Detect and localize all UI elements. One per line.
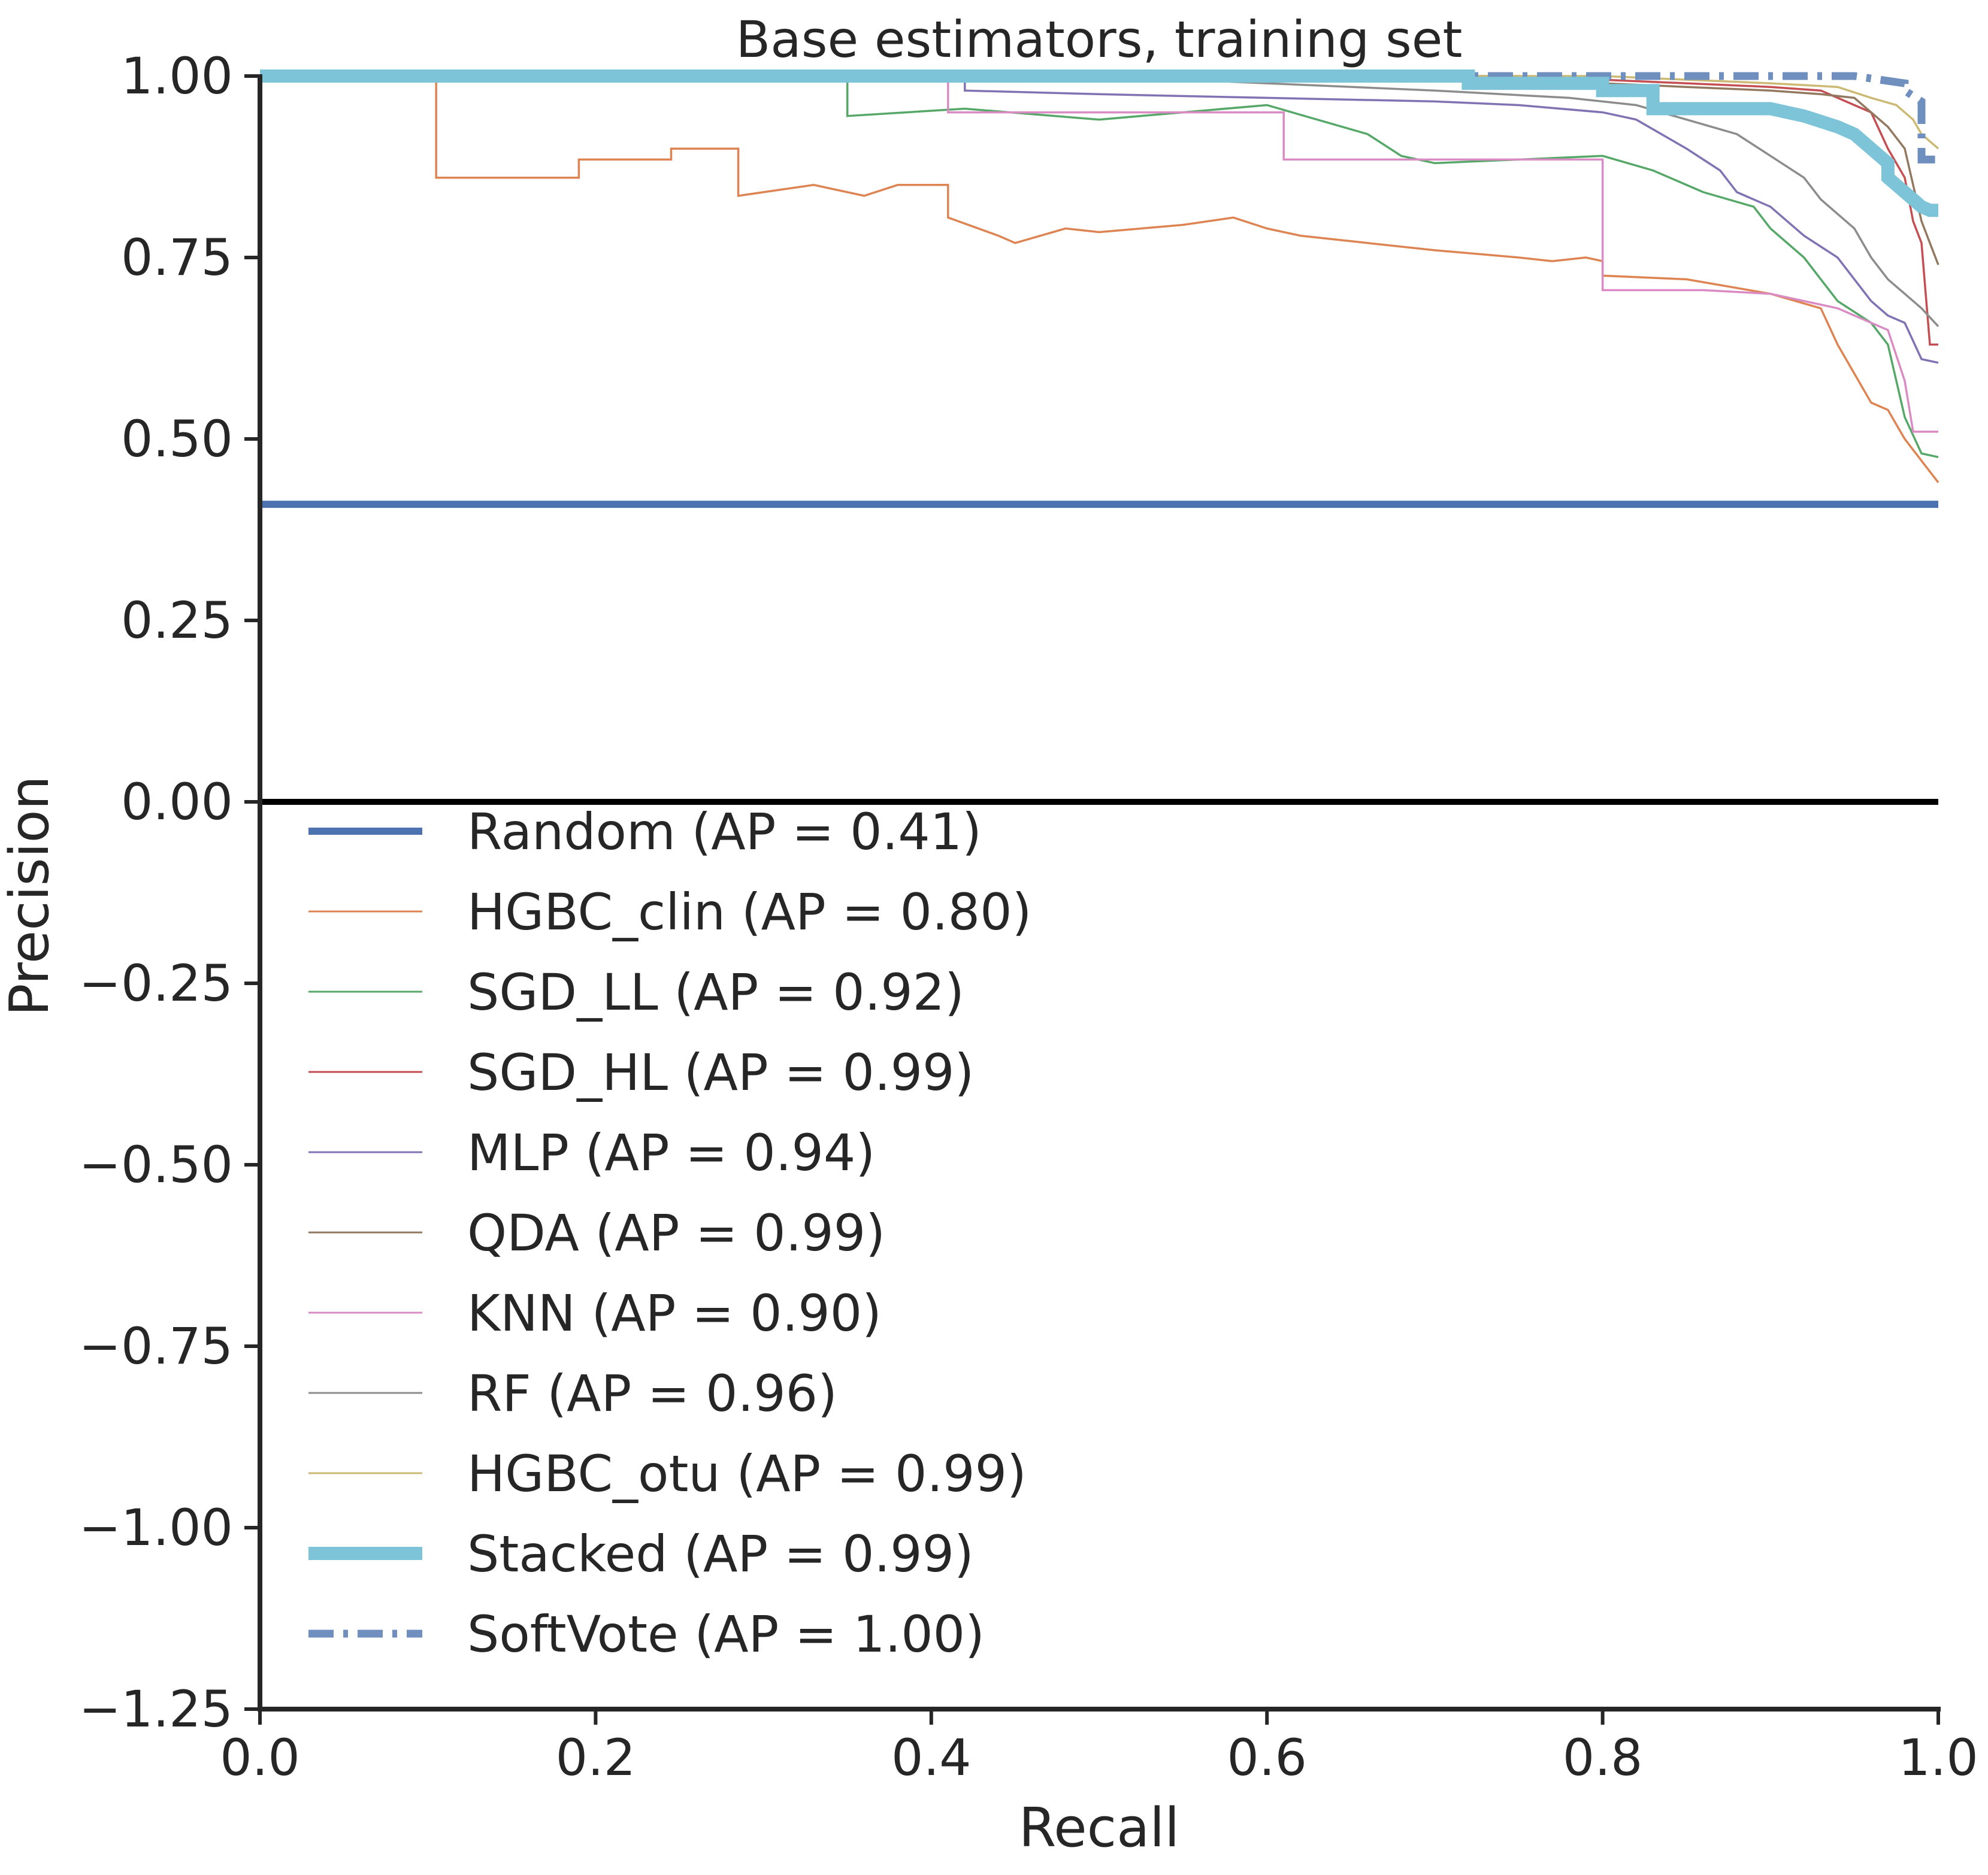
axes-group: 0.0 0.2 0.4 0.6 0.8 1.0 1.00 0.75 0.50 0.25 0.00 −0…: [79, 47, 1978, 1787]
plot-series-group: [260, 69, 1939, 508]
y-tick-label-2: 0.50: [121, 410, 233, 468]
series-line-6: [260, 75, 1938, 433]
x-tick-label-4: 0.8: [1563, 1728, 1643, 1787]
legend-label-8: HGBC_otu (AP = 0.99): [467, 1444, 1027, 1503]
y-tick-label-7: −0.75: [79, 1317, 233, 1376]
x-tick-label-2: 0.4: [891, 1728, 972, 1787]
legend-label-5: QDA (AP = 0.99): [467, 1204, 885, 1262]
legend: Random (AP = 0.41) HGBC_clin (AP = 0.80) S…: [308, 802, 1031, 1664]
x-tick-label-1: 0.2: [556, 1728, 636, 1787]
y-tick-label-0: 1.00: [121, 47, 233, 105]
series-line-3: [260, 75, 1938, 346]
legend-label-10: SoftVote (AP = 1.00): [467, 1605, 985, 1664]
legend-label-9: Stacked (AP = 0.99): [467, 1525, 974, 1583]
series-line-1: [260, 75, 1939, 483]
legend-label-1: HGBC_clin (AP = 0.80): [467, 883, 1031, 941]
x-tick-label-0: 0.0: [220, 1728, 300, 1787]
legend-label-2: SGD_LL (AP = 0.92): [467, 963, 964, 1022]
y-tick-label-9: −1.25: [79, 1680, 233, 1738]
series-line-4: [260, 75, 1939, 364]
legend-label-6: KNN (AP = 0.90): [467, 1284, 882, 1343]
series-line-10: [260, 72, 1938, 163]
legend-label-4: MLP (AP = 0.94): [467, 1123, 875, 1182]
x-tick-label-5: 1.0: [1898, 1728, 1978, 1787]
y-tick-label-3: 0.25: [121, 591, 233, 650]
series-line-7: [260, 75, 1939, 328]
x-axis-label: Recall: [1019, 1797, 1180, 1859]
y-tick-label-1: 0.75: [121, 228, 233, 287]
y-axis-label: Precision: [0, 776, 61, 1016]
series-line-9: [260, 69, 1938, 217]
y-tick-label-4: 0.00: [121, 773, 233, 831]
y-tick-label-5: −0.25: [79, 954, 233, 1013]
legend-label-0: Random (AP = 0.41): [467, 802, 982, 861]
x-tick-label-3: 0.6: [1227, 1728, 1307, 1787]
legend-label-7: RF (AP = 0.96): [467, 1364, 837, 1423]
y-tick-label-6: −0.50: [79, 1135, 233, 1194]
series-line-2: [260, 75, 1939, 459]
y-tick-label-8: −1.00: [79, 1498, 233, 1557]
chart-title: Base estimators, training set: [736, 10, 1463, 69]
legend-label-3: SGD_HL (AP = 0.99): [467, 1043, 974, 1102]
